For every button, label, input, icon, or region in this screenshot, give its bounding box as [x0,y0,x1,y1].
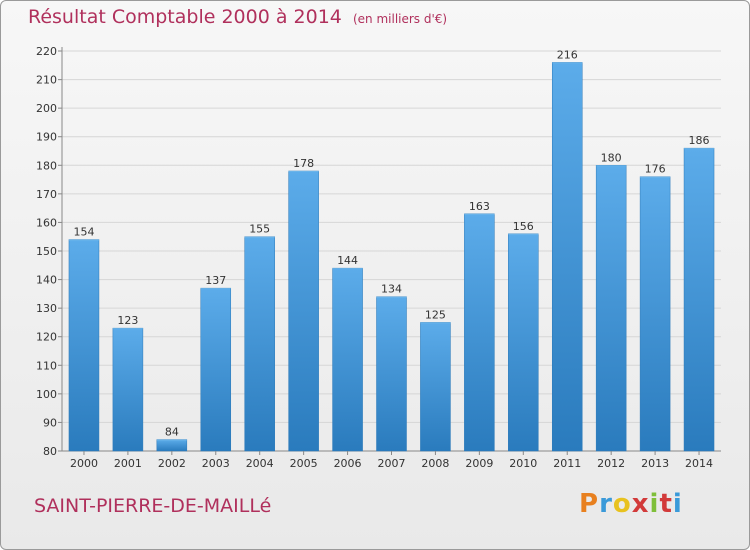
bar-2008 [420,322,451,452]
bar-2003 [200,287,232,452]
x-tick-label: 2013 [641,457,669,470]
data-label: 134 [381,283,402,296]
y-tick-label: 130 [36,302,57,315]
x-tick-label: 2010 [509,457,537,470]
data-label: 216 [557,48,578,61]
data-label: 178 [293,157,314,170]
logo-letter: x [631,489,650,519]
y-tick-label: 90 [43,416,57,429]
x-tick-label: 2004 [246,457,274,470]
bar-2006 [332,267,363,452]
x-tick-label: 2003 [202,457,230,470]
chart-unit: (en milliers d'€) [352,12,448,26]
y-tick-label: 140 [36,274,57,287]
data-label: 137 [205,274,226,287]
logo-letter: t [659,489,673,519]
data-label: 144 [337,254,358,267]
x-tick-label: 2011 [553,457,581,470]
commune-name: SAINT-PIERRE-DE-MAILLé [34,495,272,517]
data-label: 154 [73,226,94,239]
logo-letter: P [579,489,600,519]
bar-2004 [244,236,275,452]
y-tick-label: 160 [36,216,57,229]
bar-2002 [156,439,188,452]
data-label: 176 [645,163,666,176]
y-tick-label: 150 [36,245,57,258]
data-label: 155 [249,223,270,236]
x-tick-labels: 2000 2001 2002 2003 2004 2005 2006 2007 2008 2009… [70,451,713,470]
bar-2005 [288,170,319,452]
x-tick-label: 2001 [114,457,142,470]
bar-2013 [639,176,671,452]
y-tick-label: 110 [36,359,57,372]
logo-letter: r [599,489,613,519]
x-tick-label: 2006 [334,457,362,470]
bar-2011 [551,62,583,452]
bar-2000 [68,239,100,452]
data-label: 123 [117,314,138,327]
y-tick-label: 100 [36,388,57,401]
logo-letter: i [649,489,660,519]
bar-2014 [683,147,715,452]
proxiti-logo: Proxiti [579,489,683,519]
y-tick-label: 210 [36,74,57,87]
bar-2010 [508,233,539,452]
y-tick-label: 80 [43,445,57,458]
x-tick-label: 2002 [158,457,186,470]
data-labels: 154 123 84 137 155 178 144 134 125 163 156 216 180 17… [73,48,709,438]
data-label: 180 [601,151,622,164]
chart-title: Résultat Comptable 2000 à 2014 [28,6,342,28]
y-tick-label: 190 [36,131,57,144]
y-tick-label: 180 [36,159,57,172]
data-label: 186 [689,134,710,147]
y-tick-labels: 80 90 100 110 120 130 140 150 160 170 180 190 200 210… [36,45,62,458]
y-tick-label: 220 [36,45,57,58]
x-tick-label: 2009 [465,457,493,470]
x-tick-label: 2007 [378,457,406,470]
bar-2012 [595,165,627,452]
y-tick-label: 200 [36,102,57,115]
data-label: 156 [513,220,534,233]
y-tick-label: 120 [36,331,57,344]
title-row: Résultat Comptable 2000 à 2014 (en milli… [28,6,447,28]
y-tick-label: 170 [36,188,57,201]
data-label: 163 [469,200,490,213]
bar-2007 [376,296,407,452]
logo-letter: i [672,489,683,519]
x-tick-label: 2008 [421,457,449,470]
bar-2009 [464,213,495,452]
x-tick-label: 2014 [685,457,713,470]
logo-letter: o [612,489,632,519]
x-tick-label: 2012 [597,457,625,470]
bars [68,62,715,452]
data-label: 125 [425,308,446,321]
x-tick-label: 2000 [70,457,98,470]
x-tick-label: 2005 [290,457,318,470]
data-label: 84 [165,426,179,439]
bar-2001 [112,327,144,452]
